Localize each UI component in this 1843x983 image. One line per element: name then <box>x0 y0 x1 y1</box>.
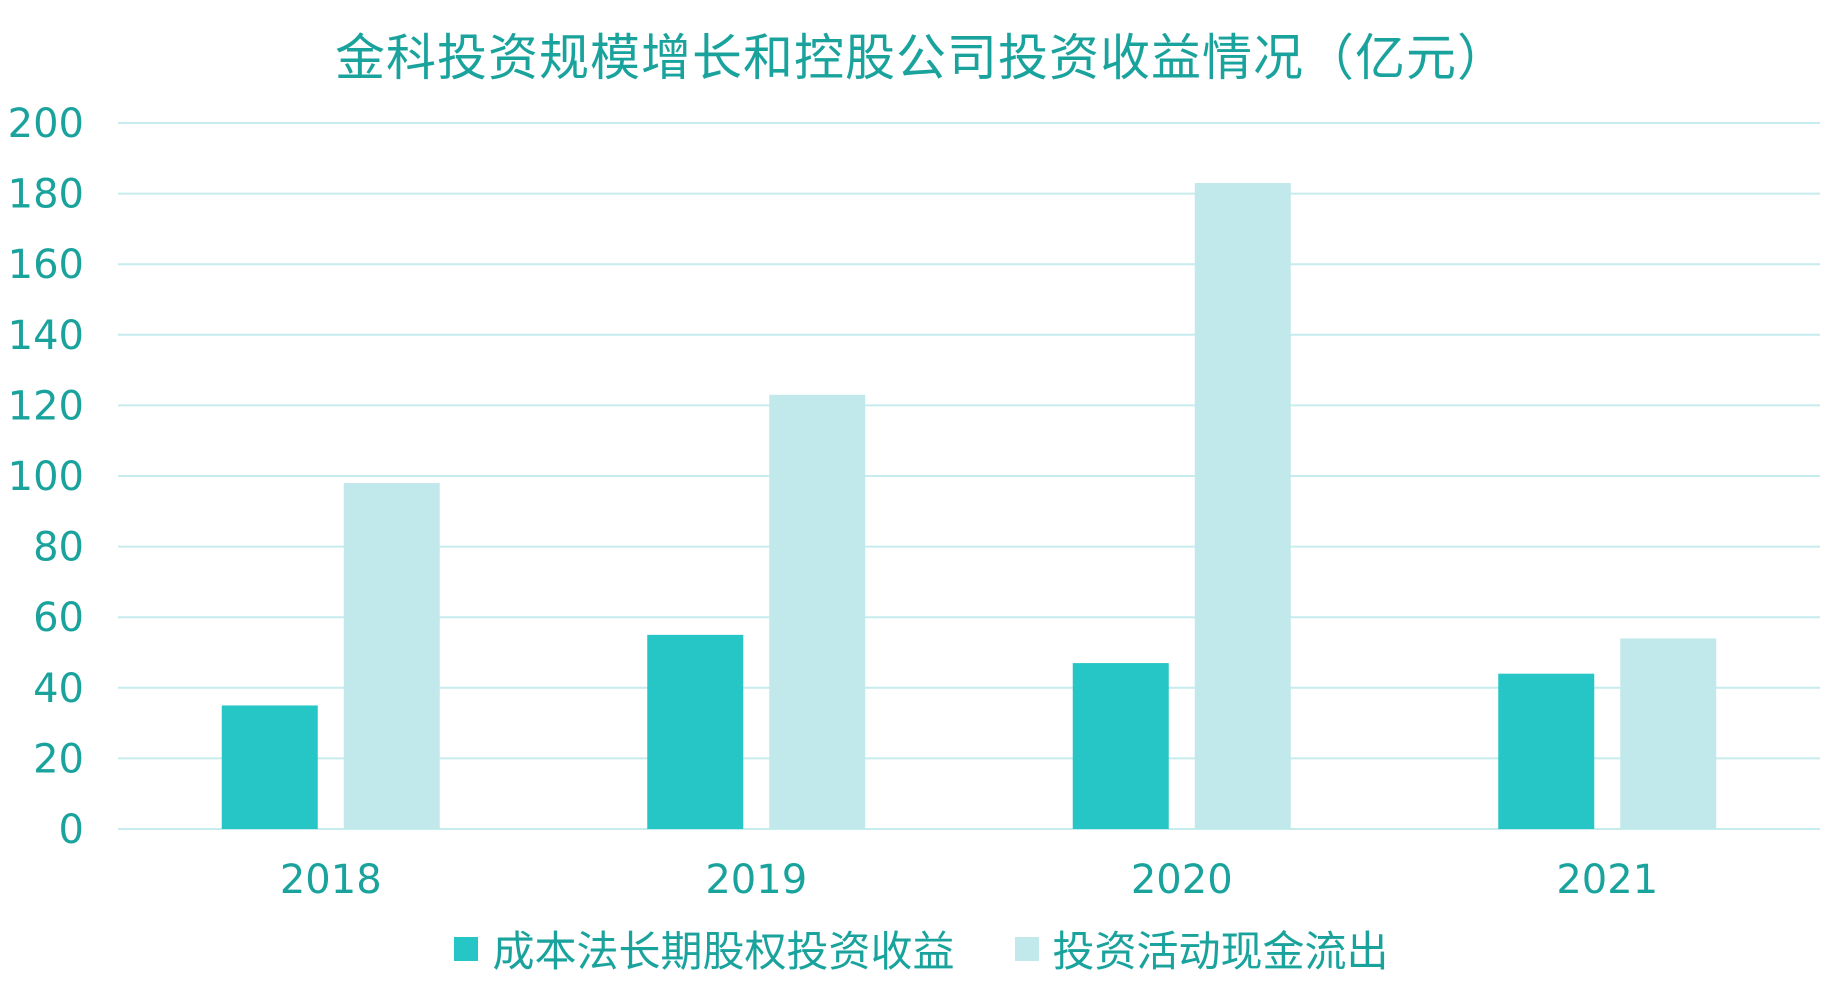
y-tick-label: 20 <box>33 736 84 782</box>
bar-investment-outflow-2018 <box>343 483 440 829</box>
x-tick-label: 2019 <box>705 857 807 900</box>
x-tick-label: 2021 <box>1556 857 1658 900</box>
bar-equity-income-2019 <box>647 634 744 829</box>
legend-label-series-2: 投资活动现金流出 <box>1052 927 1389 976</box>
y-tick-label: 0 <box>59 807 84 853</box>
legend-swatch-series-2 <box>1014 936 1039 961</box>
legend-item-series-2: 投资活动现金流出 <box>1014 918 1389 979</box>
y-tick-label: 120 <box>8 383 84 429</box>
bar-investment-outflow-2019 <box>769 394 866 829</box>
y-tick-label: 160 <box>8 242 84 288</box>
bar-investment-outflow-2021 <box>1620 638 1717 829</box>
bar-equity-income-2021 <box>1498 673 1595 829</box>
x-tick-label: 2020 <box>1131 857 1233 900</box>
y-tick-label: 40 <box>33 666 84 712</box>
y-tick-label: 100 <box>8 454 84 500</box>
y-tick-label: 200 <box>8 101 84 147</box>
y-tick-label: 180 <box>8 172 84 218</box>
y-tick-label: 60 <box>33 595 84 641</box>
legend-item-series-1: 成本法长期股权投资收益 <box>454 918 955 979</box>
y-tick-label: 80 <box>33 525 84 571</box>
bar-equity-income-2020 <box>1072 663 1169 829</box>
bar-investment-outflow-2020 <box>1194 183 1291 829</box>
chart-title: 金科投资规模增长和控股公司投资收益情况（亿元） <box>335 29 1508 87</box>
legend: 成本法长期股权投资收益 投资活动现金流出 <box>0 918 1843 979</box>
y-tick-label: 140 <box>8 313 84 359</box>
x-tick-label: 2018 <box>280 857 382 900</box>
bar-chart: 0 20 40 60 80 100 120 140 160 180 200 2018 2019 2020 2… <box>8 101 1820 900</box>
bar-equity-income-2018 <box>221 705 318 829</box>
legend-label-series-1: 成本法长期股权投资收益 <box>492 927 955 976</box>
legend-swatch-series-1 <box>454 936 479 961</box>
